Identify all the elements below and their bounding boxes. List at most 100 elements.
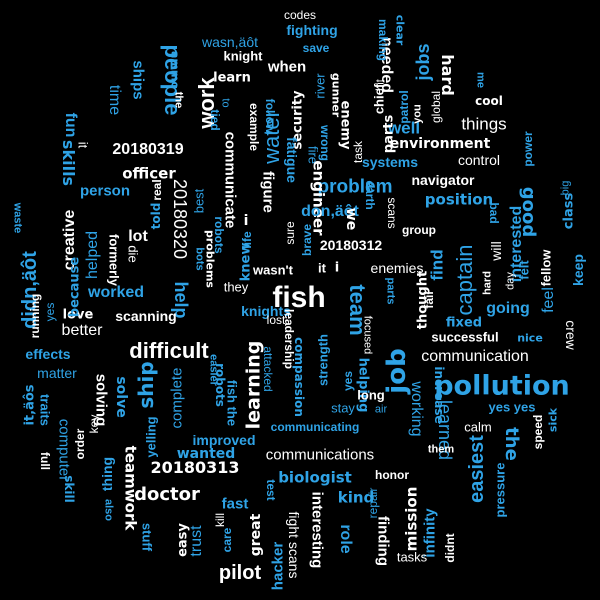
cloud-word: running (28, 293, 42, 339)
cloud-word: when (267, 58, 307, 76)
cloud-word: told (149, 202, 163, 230)
cloud-word: biologist (278, 468, 352, 487)
cloud-word: kind (337, 488, 375, 507)
cloud-word: focused (361, 315, 374, 355)
cloud-word: because (67, 256, 83, 318)
cloud-word: worked (87, 284, 145, 301)
cloud-word: sick (546, 407, 560, 433)
cloud-word: big (559, 180, 572, 196)
cloud-word: yes (341, 370, 355, 392)
cloud-word: class (561, 192, 577, 230)
cloud-word: speed (531, 414, 545, 450)
cloud-word: trust (188, 525, 205, 557)
cloud-word: earth (363, 180, 377, 210)
cloud-word: nice (517, 331, 543, 345)
cloud-word: communications (265, 446, 375, 464)
cloud-word: fatigue (284, 137, 300, 183)
cloud-word: ammo (168, 51, 182, 89)
cloud-word: captain (452, 244, 477, 316)
cloud-word: lost (266, 313, 286, 327)
cloud-word: solve (113, 376, 129, 418)
cloud-word: easier (207, 354, 220, 386)
cloud-word: long (357, 387, 385, 403)
cloud-word: sure (283, 221, 297, 245)
cloud-word: best (191, 188, 207, 214)
cloud-word: role (337, 524, 354, 554)
cloud-word: keep (570, 254, 586, 286)
cloud-word: key (87, 414, 101, 434)
cloud-word: air (374, 403, 388, 416)
cloud-word: kill (213, 513, 227, 527)
cloud-word: i (334, 260, 340, 276)
cloud-word: doctor (134, 484, 200, 505)
cloud-word: follow (263, 98, 277, 134)
cloud-word: interesting (308, 491, 326, 569)
cloud-word: don,äôt (301, 203, 359, 220)
cloud-word: save (302, 41, 330, 55)
cloud-word: pilot (218, 562, 262, 584)
cloud-word: helped (84, 230, 101, 280)
cloud-word: feel (540, 287, 557, 313)
cloud-word: yes yes (488, 399, 536, 415)
cloud-word: improved (192, 432, 256, 448)
cloud-word: lot (128, 228, 148, 245)
cloud-word: wasn,äôt (201, 34, 259, 50)
cloud-word: enemy (337, 100, 353, 150)
cloud-word: it (75, 141, 91, 149)
cloud-word: fixed (445, 315, 483, 331)
cloud-word: better (61, 322, 103, 339)
cloud-word: things (461, 114, 507, 134)
cloud-word: pressure (492, 462, 508, 518)
cloud-word: patrol (397, 90, 411, 124)
cloud-word: ship (134, 361, 158, 409)
cloud-word: knight (223, 48, 263, 64)
cloud-word: great (248, 513, 264, 557)
cloud-word: successful (431, 329, 499, 345)
cloud-word: stuff (139, 522, 155, 552)
cloud-word: repair (366, 487, 380, 519)
cloud-word: fellow (538, 249, 554, 287)
cloud-word: knew (238, 242, 254, 282)
cloud-word: felt (516, 260, 532, 280)
cloud-word: person (79, 182, 131, 200)
cloud-word: find (427, 249, 447, 281)
cloud-word: skill (62, 475, 76, 503)
cloud-word: difficult (129, 338, 209, 363)
cloud-word: communicating (270, 420, 360, 434)
cloud-word: love (62, 307, 94, 323)
cloud-word: fish the (224, 379, 240, 427)
cloud-word: waste (11, 202, 24, 234)
cloud-word: job (382, 348, 412, 394)
cloud-word: fun (62, 112, 79, 138)
cloud-word: 20180319 (112, 141, 184, 158)
cloud-word: fight scans (286, 511, 302, 579)
cloud-word: strength (315, 334, 331, 386)
cloud-word: mission (402, 486, 421, 552)
cloud-word: clear (393, 14, 407, 46)
cloud-word: yelling (143, 416, 159, 458)
cloud-word: problem (317, 176, 393, 198)
cloud-word: real (150, 179, 164, 201)
cloud-word: task (351, 140, 365, 164)
cloud-word: 20180312 (319, 237, 383, 253)
cloud-word: 20180313 (150, 458, 240, 477)
cloud-word: will (488, 241, 504, 261)
cloud-word: wanted (176, 446, 236, 462)
cloud-word: day (504, 272, 517, 290)
cloud-word: knights (241, 303, 291, 319)
cloud-word: problems (203, 230, 217, 288)
cloud-word: wasn't (253, 262, 293, 278)
cloud-word: skills (59, 139, 78, 187)
cloud-word: global (429, 90, 443, 124)
cloud-word: hard (438, 54, 457, 96)
cloud-word: group (402, 223, 436, 237)
cloud-word: power (521, 131, 535, 167)
cloud-word: environment (389, 136, 491, 152)
cloud-word: fighting (286, 22, 338, 38)
cloud-word: them (427, 443, 455, 456)
cloud-word: communication (421, 348, 529, 365)
cloud-word: yes (43, 302, 57, 322)
cloud-word: easiest (466, 435, 488, 503)
